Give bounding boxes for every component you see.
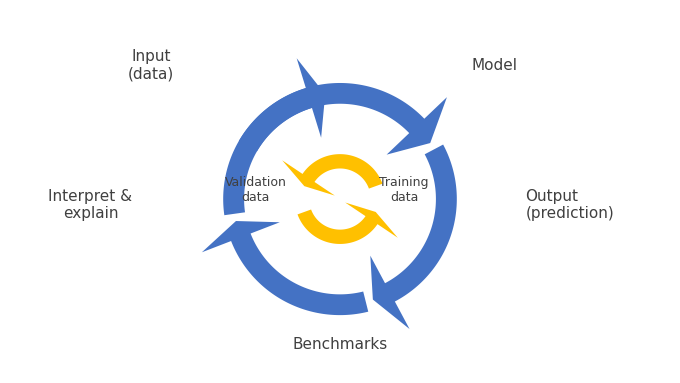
Polygon shape bbox=[298, 203, 398, 244]
Text: Interpret &
explain: Interpret & explain bbox=[48, 188, 133, 221]
Text: Training
data: Training data bbox=[379, 176, 429, 204]
Text: Validation
data: Validation data bbox=[225, 176, 287, 204]
Polygon shape bbox=[202, 221, 369, 315]
Text: Model: Model bbox=[471, 57, 517, 72]
Polygon shape bbox=[223, 58, 325, 215]
Text: Input
(data): Input (data) bbox=[128, 49, 174, 81]
Polygon shape bbox=[239, 83, 447, 155]
Text: Benchmarks: Benchmarks bbox=[292, 337, 388, 352]
Text: Output
(prediction): Output (prediction) bbox=[526, 188, 614, 221]
Polygon shape bbox=[282, 154, 382, 196]
Polygon shape bbox=[371, 144, 457, 329]
